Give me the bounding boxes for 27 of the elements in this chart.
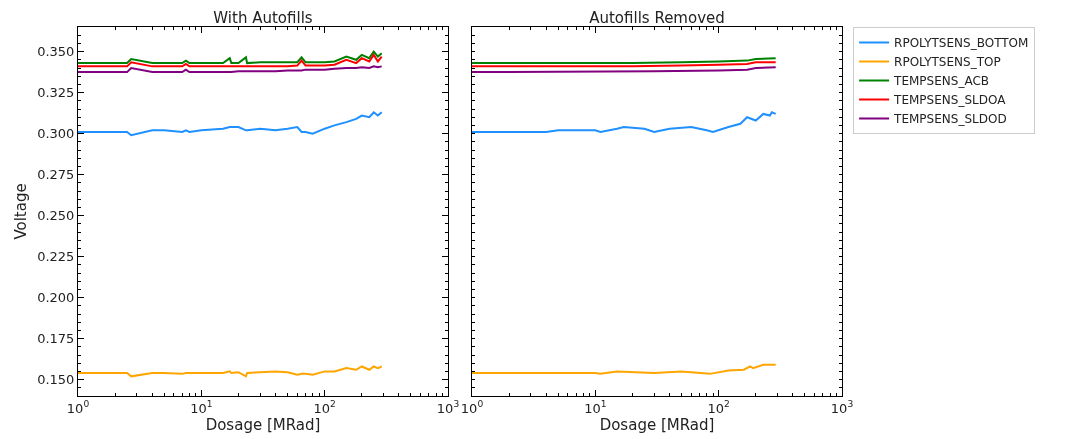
- y-tick-label: 0.200: [37, 290, 75, 306]
- y-axis-title: Voltage: [12, 183, 31, 240]
- x-tick-label: 10$^{2}$: [707, 399, 730, 416]
- y-tick-label: 0.350: [37, 44, 75, 60]
- y-tick-label: 0.325: [37, 85, 75, 101]
- legend-label: TEMPSENS_SLDOD: [893, 112, 1007, 127]
- y-tick-label: 0.300: [37, 126, 75, 142]
- chart-title: With Autofills: [213, 9, 313, 27]
- x-tick-label: 10$^{0}$: [66, 399, 90, 416]
- chart-title: Autofills Removed: [589, 9, 725, 27]
- x-tick-label: 10$^{3}$: [436, 399, 460, 416]
- legend-label: RPOLYTSENS_BOTTOM: [894, 36, 1029, 51]
- legend-label: TEMPSENS_SLDOA: [893, 93, 1007, 108]
- x-axis-title: Dosage [MRad]: [599, 415, 715, 434]
- x-tick-label: 10$^{1}$: [190, 399, 213, 416]
- y-tick-label: 0.225: [37, 249, 75, 265]
- y-tick-label: 0.150: [37, 372, 75, 388]
- x-tick-label: 10$^{2}$: [313, 399, 336, 416]
- y-tick-label: 0.250: [37, 208, 75, 224]
- y-tick-label: 0.175: [37, 331, 75, 347]
- x-axis-title: Dosage [MRad]: [205, 415, 321, 434]
- legend-label: RPOLYTSENS_TOP: [894, 55, 1001, 70]
- y-tick-label: 0.275: [37, 167, 75, 183]
- legend-label: TEMPSENS_ACB: [893, 74, 990, 89]
- x-tick-label: 10$^{0}$: [460, 399, 484, 416]
- x-tick-label: 10$^{3}$: [830, 399, 854, 416]
- x-tick-label: 10$^{1}$: [584, 399, 607, 416]
